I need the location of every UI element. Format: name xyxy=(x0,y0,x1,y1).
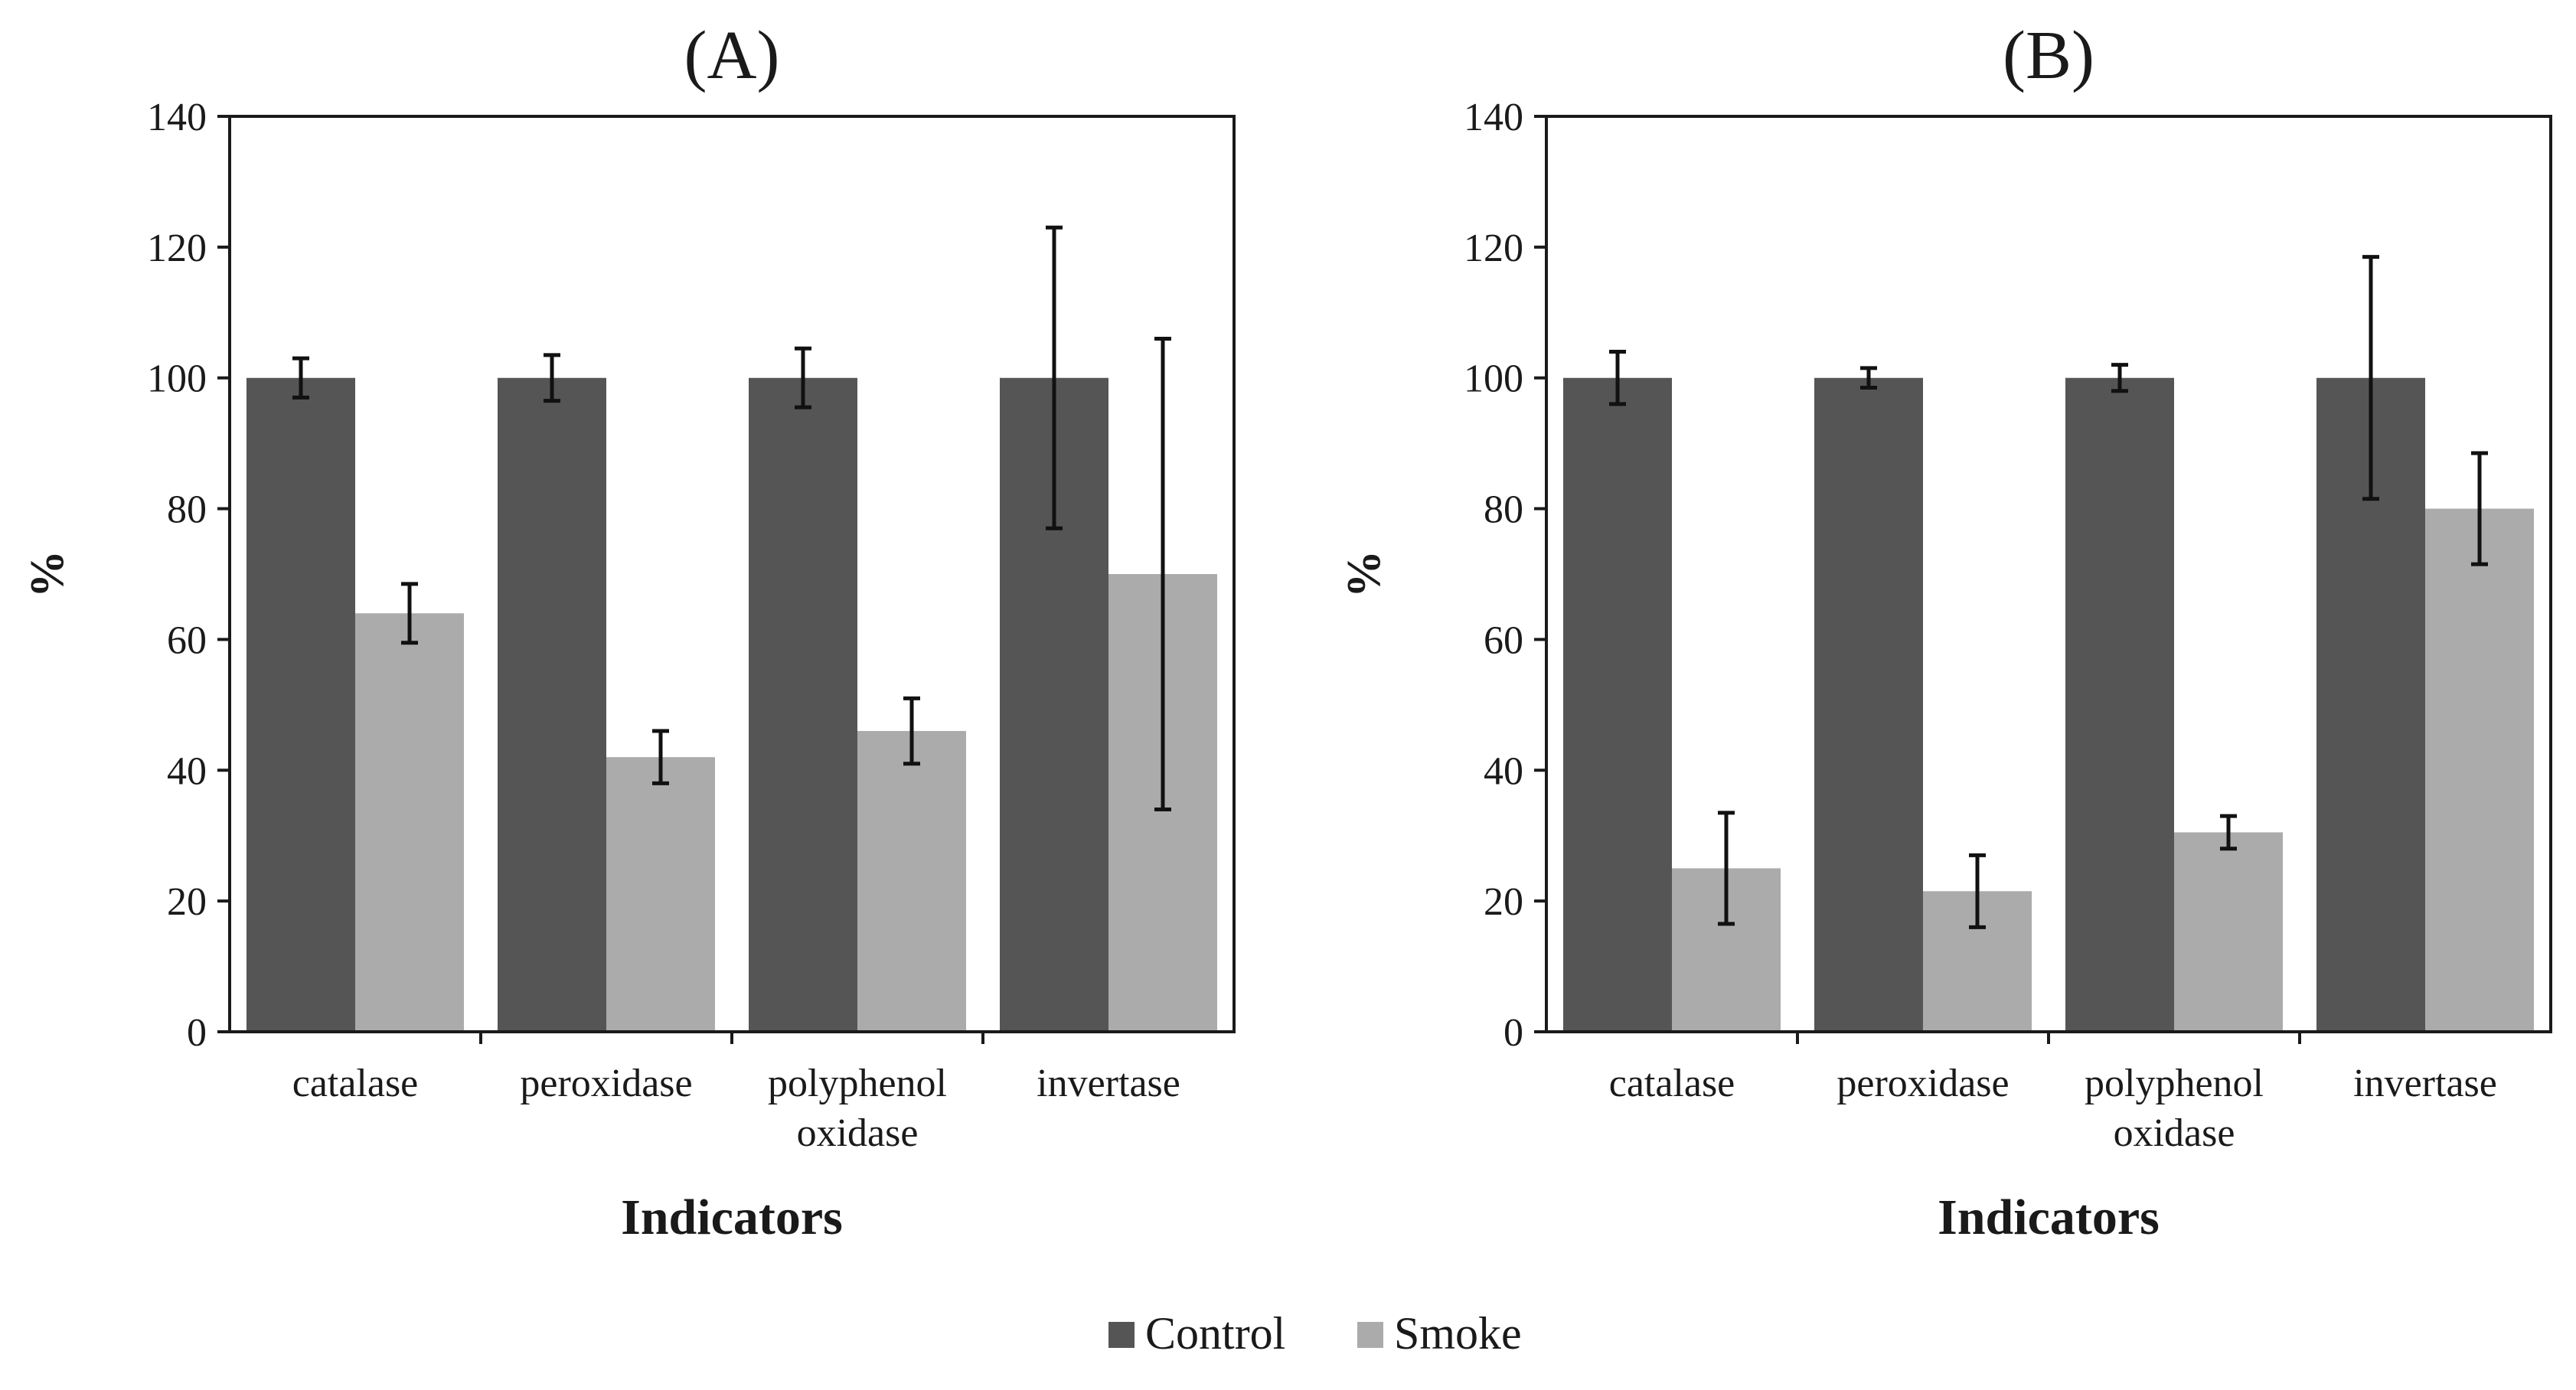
error-bar-smoke-0 xyxy=(1718,811,1735,926)
error-bar-smoke-1 xyxy=(652,729,669,785)
category-label: invertase xyxy=(1037,1062,1180,1105)
y-tick-label: 40 xyxy=(1484,749,1523,793)
bar-smoke-0 xyxy=(355,613,464,1032)
error-bar-smoke-2 xyxy=(903,696,920,766)
category-label: polyphenol xyxy=(2085,1062,2264,1105)
y-tick-label: 140 xyxy=(1464,96,1523,139)
bar-smoke-1 xyxy=(606,757,715,1032)
y-tick-label: 0 xyxy=(187,1011,207,1055)
legend-swatch xyxy=(1357,1322,1383,1348)
y-tick-label: 100 xyxy=(1464,357,1523,401)
panel-title: (A) xyxy=(684,18,780,93)
bar-control-2 xyxy=(2065,377,2174,1032)
error-bar-control-2 xyxy=(2111,363,2128,393)
error-bar-control-3 xyxy=(2362,255,2379,501)
category-label: oxidase xyxy=(2114,1111,2235,1155)
bar-smoke-2 xyxy=(2174,832,2283,1032)
legend: Control Smoke xyxy=(1108,1308,1522,1359)
error-bar-smoke-3 xyxy=(1154,336,1171,812)
y-axis-title: % xyxy=(1338,550,1390,598)
category-label: peroxidase xyxy=(520,1062,692,1105)
error-bar-control-3 xyxy=(1046,225,1063,530)
error-bar-control-1 xyxy=(1860,366,1877,390)
y-tick-label: 100 xyxy=(147,357,207,401)
chart-panel-b: (B) 0 20 40 60 80 100 120 140 catalase peroxidase p… xyxy=(1338,18,2552,1245)
legend-label: Control xyxy=(1145,1308,1285,1359)
category-label: peroxidase xyxy=(1837,1062,2009,1105)
chart-panels: (A) 0 20 40 60 80 100 120 140 catalase peroxidase p… xyxy=(21,18,2552,1245)
y-tick-label: 40 xyxy=(167,749,207,793)
category-label: catalase xyxy=(1609,1062,1735,1105)
y-tick-label: 60 xyxy=(167,618,207,662)
error-bar-smoke-0 xyxy=(401,582,418,645)
bar-smoke-2 xyxy=(857,731,966,1032)
legend-label: Smoke xyxy=(1394,1308,1522,1359)
chart-panel-a: (A) 0 20 40 60 80 100 120 140 catalase peroxidase p… xyxy=(21,18,1236,1245)
y-tick-label: 20 xyxy=(1484,880,1523,924)
y-tick-label: 120 xyxy=(1464,227,1523,270)
bar-smoke-3 xyxy=(2425,508,2534,1032)
y-tick-label: 60 xyxy=(1484,618,1523,662)
error-bar-control-1 xyxy=(544,353,560,403)
y-tick-label: 80 xyxy=(167,488,207,532)
bar-control-0 xyxy=(246,377,355,1032)
y-tick-label: 120 xyxy=(147,227,207,270)
error-bar-smoke-2 xyxy=(2220,814,2237,851)
bar-control-0 xyxy=(1563,377,1672,1032)
error-bar-smoke-3 xyxy=(2471,451,2488,566)
error-bar-control-2 xyxy=(795,346,811,409)
bar-control-1 xyxy=(498,377,606,1032)
error-bar-control-0 xyxy=(292,356,309,400)
category-label: polyphenol xyxy=(768,1062,947,1105)
y-tick-label: 140 xyxy=(147,96,207,139)
legend-swatch xyxy=(1108,1322,1135,1348)
legend-item-smoke: Smoke xyxy=(1357,1308,1522,1359)
panel-title: (B) xyxy=(2003,18,2094,93)
y-tick-label: 80 xyxy=(1484,488,1523,532)
bar-control-2 xyxy=(749,377,857,1032)
category-label: oxidase xyxy=(797,1111,919,1155)
y-axis-title: % xyxy=(21,550,73,598)
category-label: catalase xyxy=(292,1062,419,1105)
category-label: invertase xyxy=(2353,1062,2497,1105)
bar-control-1 xyxy=(1814,377,1923,1032)
y-tick-label: 20 xyxy=(167,880,207,924)
legend-item-control: Control xyxy=(1108,1308,1285,1359)
x-axis-title: Indicators xyxy=(1938,1189,2160,1245)
error-bar-control-0 xyxy=(1609,350,1626,406)
error-bar-smoke-1 xyxy=(1969,853,1986,929)
y-tick-label: 0 xyxy=(1503,1011,1523,1055)
x-axis-title: Indicators xyxy=(621,1189,843,1245)
